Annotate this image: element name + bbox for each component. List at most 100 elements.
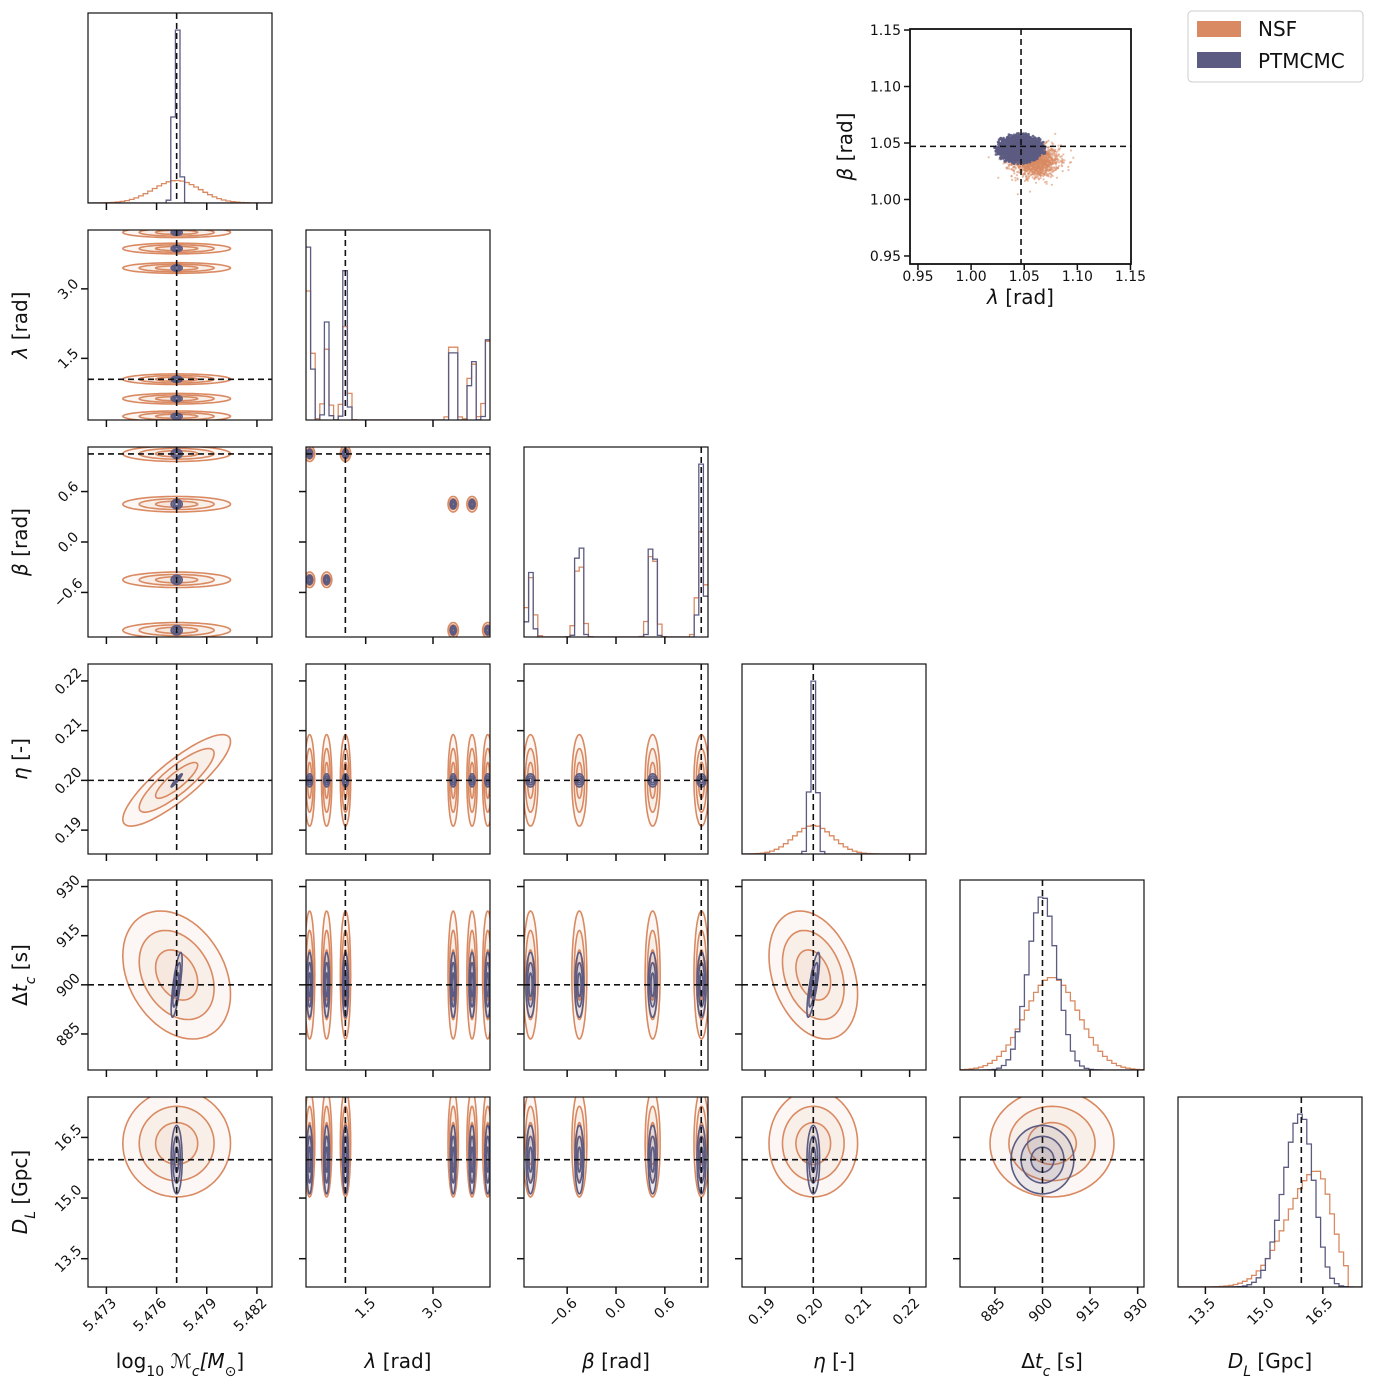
contour-ptmcmc <box>484 961 490 1008</box>
panel-content <box>524 880 708 1070</box>
contour-ptmcmc <box>341 1124 350 1195</box>
contour-ptmcmc <box>173 246 180 251</box>
contour-nsf <box>154 761 199 800</box>
density-nsf <box>795 1122 831 1165</box>
scatter-point-nsf <box>1051 152 1054 155</box>
x-axis-label-dtc: Δtc [s] <box>1021 1349 1083 1378</box>
contour-nsf <box>121 495 232 513</box>
scatter-point-nsf <box>1057 153 1060 156</box>
scatter-point-nsf <box>1054 162 1057 165</box>
x-axis-label-dtc-part: t <box>1035 1349 1044 1373</box>
scatter-point-nsf <box>1006 167 1009 170</box>
x-axis-label-DL-part: [Gpc] <box>1251 1349 1312 1373</box>
contour-ptmcmc <box>324 577 329 583</box>
contour-ptmcmc <box>650 1146 656 1173</box>
x-tick-label: 930 <box>1121 1295 1151 1325</box>
scatter-point-nsf <box>1047 146 1050 149</box>
contour-nsf <box>306 733 316 827</box>
panel-frame <box>523 1096 709 1288</box>
contour-ptmcmc <box>322 574 331 586</box>
y-tick-label: 0.0 <box>55 529 82 556</box>
x-tick-label: 885 <box>978 1295 1008 1325</box>
density-nsf <box>990 1097 1114 1197</box>
scatter-point-nsf <box>1016 193 1019 196</box>
scatter-point-nsf <box>1051 166 1054 169</box>
legend-label-nsf: NSF <box>1258 17 1297 41</box>
scatter-point-nsf <box>1053 150 1056 153</box>
contour-ptmcmc <box>173 377 180 382</box>
contour-ptmcmc <box>170 394 184 403</box>
contour-ptmcmc <box>449 624 458 636</box>
y-axis-label-dtc-part: Δ <box>8 992 32 1006</box>
y-axis-label-beta-part: β <box>8 563 32 577</box>
panel-content <box>306 880 490 1070</box>
scatter-panel-dtc-vs-lambda <box>299 879 491 1077</box>
x-axis-label-lambda: λ [rad] <box>364 1349 432 1373</box>
contour-ptmcmc <box>323 775 330 786</box>
contour-nsf <box>306 910 316 1040</box>
panel-frame <box>305 446 491 638</box>
x-axis-label-Mc-part: [M <box>200 1349 225 1373</box>
density-nsf <box>139 264 215 272</box>
contour-ptmcmc <box>470 501 474 507</box>
inset-x-tick-label: 1.05 <box>1009 269 1040 285</box>
y-axis-label-lambda: λ [rad] <box>8 292 32 360</box>
panel-content <box>742 1097 926 1287</box>
inset-scatter-panel: 0.950.951.001.001.051.051.101.101.151.15… <box>833 23 1146 309</box>
scatter-point-nsf <box>1048 149 1051 152</box>
scatter-point-nsf <box>1042 166 1045 169</box>
scatter-point-nsf <box>1031 176 1034 179</box>
scatter-point-nsf <box>1044 181 1047 184</box>
density-nsf <box>527 762 534 799</box>
legend: NSF PTMCMC <box>1187 10 1364 83</box>
contour-ptmcmc <box>324 971 329 998</box>
density-nsf <box>696 748 707 813</box>
contour-nsf <box>481 910 490 1040</box>
panel-frame <box>305 229 491 421</box>
y-axis-label-DL-part: D <box>8 1219 32 1234</box>
contour-ptmcmc <box>172 245 182 252</box>
contour-nsf <box>466 495 478 513</box>
scatter-point-nsf <box>1046 158 1049 161</box>
scatter-point-nsf <box>1038 178 1041 181</box>
scatter-point-nsf <box>1045 163 1048 166</box>
scatter-panel-lambda-vs-Mc: 1.53.0 <box>55 229 273 427</box>
scatter-point-nsf <box>1016 170 1019 173</box>
histogram-nsf-dtc <box>960 976 1144 1070</box>
contour-nsf <box>138 263 215 273</box>
contour-ptmcmc <box>170 412 184 420</box>
x-tick-label: 5.479 <box>181 1295 221 1335</box>
histogram-panel-eta <box>741 663 927 861</box>
scatter-point-nsf <box>1038 172 1042 175</box>
contour-ptmcmc <box>172 395 182 402</box>
scatter-point-ptmcmc <box>1040 142 1044 146</box>
histogram-nsf-beta <box>524 530 708 637</box>
contour-nsf <box>481 733 490 827</box>
y-axis-label-eta: η [-] <box>8 738 32 780</box>
density-nsf <box>139 244 215 253</box>
contour-ptmcmc <box>342 1135 349 1184</box>
scatter-point-ptmcmc <box>1036 146 1040 150</box>
x-tick-label: 900 <box>1026 1295 1056 1325</box>
scatter-point-nsf <box>1053 166 1056 170</box>
contour-ptmcmc <box>341 448 350 460</box>
contour-ptmcmc <box>172 575 182 584</box>
contour-nsf <box>571 910 588 1040</box>
scatter-point-nsf <box>1028 190 1032 193</box>
y-tick-label: 0.19 <box>52 814 85 847</box>
scatter-point-nsf <box>1013 166 1016 169</box>
density-nsf <box>139 1106 215 1181</box>
density-ptmcmc <box>649 962 656 1007</box>
x-axis-label-Mc-part: 10 <box>146 1364 164 1378</box>
y-axis-label-dtc-part: t <box>8 983 32 992</box>
scatter-point-nsf <box>997 176 1000 179</box>
histogram-ptmcmc-Mc <box>88 29 272 203</box>
scatter-point-ptmcmc <box>1011 137 1015 141</box>
density-nsf <box>155 450 198 457</box>
y-axis-label-beta: β [rad] <box>8 508 32 577</box>
histogram-nsf-Mc <box>88 179 272 203</box>
density-nsf <box>341 748 350 813</box>
scatter-point-nsf <box>1061 165 1064 168</box>
scatter-point-ptmcmc <box>1031 156 1034 160</box>
scatter-point-nsf <box>1029 168 1032 171</box>
